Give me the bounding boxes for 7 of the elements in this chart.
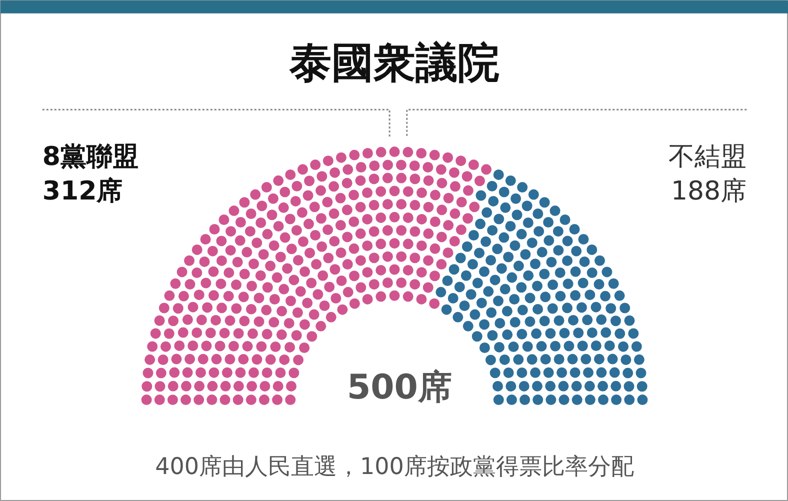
category-label: 8黨聯盟 bbox=[42, 142, 138, 172]
text: 泰國衆議院 bbox=[288, 38, 500, 88]
category-label: 不結盟 bbox=[668, 142, 747, 172]
data-label: 188席 bbox=[670, 176, 747, 206]
text: 400席由人民直選，100席按政黨得票比率分配 bbox=[155, 454, 634, 480]
text: 500席 bbox=[346, 367, 452, 408]
data-label: 312席 bbox=[42, 176, 123, 206]
